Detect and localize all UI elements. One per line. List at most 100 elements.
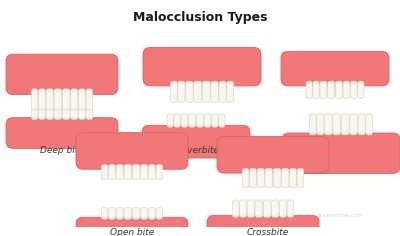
FancyBboxPatch shape bbox=[343, 81, 350, 98]
Text: Overbite: Overbite bbox=[180, 146, 220, 155]
FancyBboxPatch shape bbox=[207, 215, 319, 236]
FancyBboxPatch shape bbox=[350, 114, 357, 135]
FancyBboxPatch shape bbox=[217, 137, 329, 173]
FancyBboxPatch shape bbox=[64, 113, 66, 118]
FancyBboxPatch shape bbox=[211, 81, 218, 102]
FancyBboxPatch shape bbox=[219, 81, 226, 102]
FancyBboxPatch shape bbox=[140, 208, 148, 219]
FancyBboxPatch shape bbox=[233, 209, 235, 215]
FancyBboxPatch shape bbox=[46, 106, 54, 120]
FancyBboxPatch shape bbox=[248, 209, 250, 215]
FancyBboxPatch shape bbox=[124, 208, 132, 219]
FancyBboxPatch shape bbox=[194, 81, 202, 102]
FancyBboxPatch shape bbox=[64, 99, 66, 107]
FancyBboxPatch shape bbox=[204, 92, 206, 99]
FancyBboxPatch shape bbox=[325, 114, 332, 135]
FancyBboxPatch shape bbox=[132, 208, 140, 219]
FancyBboxPatch shape bbox=[32, 99, 34, 107]
FancyBboxPatch shape bbox=[170, 81, 177, 102]
FancyBboxPatch shape bbox=[283, 178, 285, 185]
FancyBboxPatch shape bbox=[320, 81, 327, 98]
FancyBboxPatch shape bbox=[342, 124, 345, 132]
FancyBboxPatch shape bbox=[247, 200, 254, 217]
FancyBboxPatch shape bbox=[273, 168, 281, 187]
FancyBboxPatch shape bbox=[142, 125, 250, 158]
FancyBboxPatch shape bbox=[157, 213, 159, 218]
FancyBboxPatch shape bbox=[62, 106, 70, 120]
FancyBboxPatch shape bbox=[47, 113, 50, 118]
FancyBboxPatch shape bbox=[256, 209, 258, 215]
FancyBboxPatch shape bbox=[313, 81, 320, 98]
FancyBboxPatch shape bbox=[344, 90, 346, 96]
FancyBboxPatch shape bbox=[336, 90, 338, 96]
FancyBboxPatch shape bbox=[70, 89, 78, 110]
FancyBboxPatch shape bbox=[187, 92, 189, 99]
FancyBboxPatch shape bbox=[55, 99, 58, 107]
FancyBboxPatch shape bbox=[280, 200, 286, 217]
FancyBboxPatch shape bbox=[72, 99, 74, 107]
FancyBboxPatch shape bbox=[76, 217, 188, 236]
FancyBboxPatch shape bbox=[142, 213, 144, 218]
FancyBboxPatch shape bbox=[142, 172, 144, 177]
FancyBboxPatch shape bbox=[80, 113, 82, 118]
FancyBboxPatch shape bbox=[265, 168, 273, 187]
Text: Open bite: Open bite bbox=[110, 228, 154, 236]
FancyBboxPatch shape bbox=[341, 114, 349, 135]
FancyBboxPatch shape bbox=[134, 172, 136, 177]
FancyBboxPatch shape bbox=[263, 200, 271, 217]
FancyBboxPatch shape bbox=[287, 200, 294, 217]
FancyBboxPatch shape bbox=[101, 164, 108, 180]
FancyBboxPatch shape bbox=[46, 89, 54, 110]
FancyBboxPatch shape bbox=[117, 172, 120, 177]
FancyBboxPatch shape bbox=[352, 90, 354, 96]
FancyBboxPatch shape bbox=[125, 172, 128, 177]
FancyBboxPatch shape bbox=[62, 89, 70, 110]
FancyBboxPatch shape bbox=[6, 118, 118, 148]
FancyBboxPatch shape bbox=[171, 92, 174, 99]
FancyBboxPatch shape bbox=[116, 208, 124, 219]
FancyBboxPatch shape bbox=[47, 99, 50, 107]
FancyBboxPatch shape bbox=[156, 164, 163, 180]
FancyBboxPatch shape bbox=[264, 209, 267, 215]
FancyBboxPatch shape bbox=[31, 106, 38, 120]
FancyBboxPatch shape bbox=[333, 114, 341, 135]
FancyBboxPatch shape bbox=[212, 114, 218, 127]
FancyBboxPatch shape bbox=[359, 90, 360, 96]
FancyBboxPatch shape bbox=[148, 208, 156, 219]
FancyBboxPatch shape bbox=[87, 99, 89, 107]
FancyBboxPatch shape bbox=[179, 92, 181, 99]
FancyBboxPatch shape bbox=[290, 178, 293, 185]
FancyBboxPatch shape bbox=[297, 168, 304, 187]
FancyBboxPatch shape bbox=[258, 178, 260, 185]
FancyBboxPatch shape bbox=[334, 124, 336, 132]
FancyBboxPatch shape bbox=[175, 121, 177, 125]
FancyBboxPatch shape bbox=[321, 90, 323, 96]
FancyBboxPatch shape bbox=[117, 213, 120, 218]
FancyBboxPatch shape bbox=[288, 209, 290, 215]
FancyBboxPatch shape bbox=[212, 92, 214, 99]
FancyBboxPatch shape bbox=[108, 164, 116, 180]
FancyBboxPatch shape bbox=[274, 178, 277, 185]
FancyBboxPatch shape bbox=[309, 114, 316, 135]
FancyBboxPatch shape bbox=[335, 81, 342, 98]
FancyBboxPatch shape bbox=[55, 113, 58, 118]
FancyBboxPatch shape bbox=[272, 200, 279, 217]
FancyBboxPatch shape bbox=[132, 164, 140, 180]
FancyBboxPatch shape bbox=[190, 121, 192, 125]
FancyBboxPatch shape bbox=[242, 168, 249, 187]
FancyBboxPatch shape bbox=[306, 81, 312, 98]
FancyBboxPatch shape bbox=[54, 106, 62, 120]
FancyBboxPatch shape bbox=[219, 114, 225, 127]
FancyBboxPatch shape bbox=[204, 114, 211, 127]
FancyBboxPatch shape bbox=[40, 99, 42, 107]
Text: dreamstime.com: dreamstime.com bbox=[317, 213, 363, 218]
FancyBboxPatch shape bbox=[250, 168, 256, 187]
FancyBboxPatch shape bbox=[157, 172, 159, 177]
FancyBboxPatch shape bbox=[350, 81, 357, 98]
FancyBboxPatch shape bbox=[212, 121, 214, 125]
FancyBboxPatch shape bbox=[240, 200, 246, 217]
FancyBboxPatch shape bbox=[168, 121, 170, 125]
FancyBboxPatch shape bbox=[326, 124, 328, 132]
FancyBboxPatch shape bbox=[150, 172, 152, 177]
FancyBboxPatch shape bbox=[197, 121, 200, 125]
